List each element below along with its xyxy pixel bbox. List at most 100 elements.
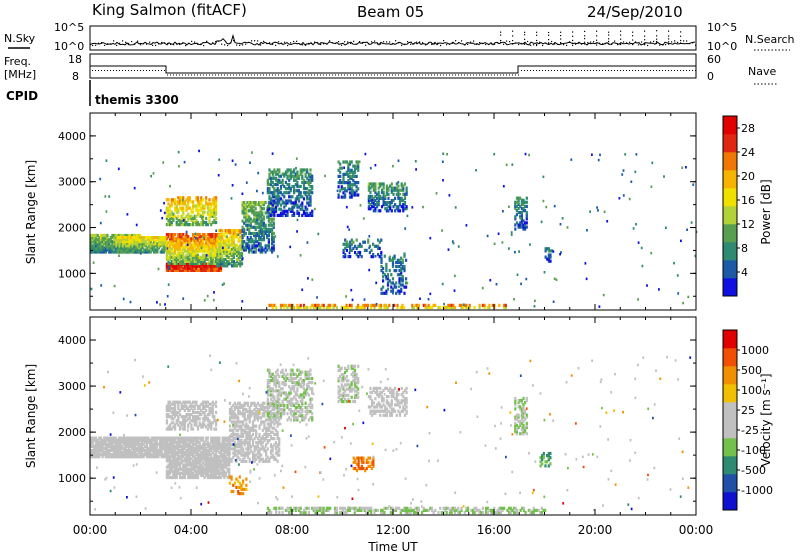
range-gate-cell — [170, 243, 173, 247]
range-gate-cell — [91, 246, 94, 250]
range-gate-cell — [175, 475, 178, 480]
range-gate-cell — [301, 207, 304, 211]
range-gate-cell — [235, 420, 238, 424]
range-gate-cell — [307, 189, 310, 193]
range-gate-cell — [117, 233, 121, 238]
range-gate-cell — [368, 246, 371, 250]
range-gate-cell — [127, 455, 130, 459]
nave-point — [473, 74, 474, 76]
nsearch-point — [164, 42, 166, 44]
range-gate-cell — [203, 400, 206, 404]
range-gate-cell — [130, 238, 133, 242]
range-gate-cell — [271, 236, 274, 240]
range-gate-cell — [156, 246, 159, 250]
range-gate-cell — [325, 305, 328, 310]
range-gate-cell — [208, 419, 211, 423]
range-gate-cell — [211, 436, 214, 440]
nsearch-point — [665, 44, 667, 46]
range-gate-cell — [390, 273, 393, 277]
range-gate-cell — [165, 404, 168, 408]
range-gate-cell — [177, 208, 180, 212]
range-gate-cell — [307, 182, 310, 187]
nave-point — [311, 74, 312, 76]
range-gate-cell — [249, 240, 252, 244]
range-gate-cell — [170, 463, 173, 467]
range-gate-cell — [271, 195, 274, 199]
range-gate-cell — [243, 215, 246, 219]
range-gate-cell — [163, 444, 167, 448]
range-gate-cell — [153, 242, 156, 246]
range-gate-cell — [516, 273, 519, 276]
range-gate-cell — [389, 255, 391, 259]
range-gate-cell — [215, 245, 218, 249]
range-gate-cell — [606, 220, 609, 223]
range-gate-cell — [395, 207, 398, 211]
range-gate-cell — [215, 220, 218, 225]
range-gate-cell — [686, 228, 688, 231]
range-gate-cell — [230, 412, 233, 416]
nsearch-point — [134, 43, 136, 45]
range-gate-cell — [358, 253, 362, 257]
range-gate-cell — [281, 178, 284, 182]
range-gate-cell — [178, 196, 182, 200]
range-gate-cell — [196, 223, 200, 227]
range-gate-cell — [271, 176, 274, 180]
range-gate-cell — [195, 444, 198, 448]
range-gate-cell — [142, 446, 145, 451]
range-gate-cell — [372, 203, 375, 207]
range-gate-cell — [215, 400, 218, 404]
nave-point — [146, 70, 147, 71]
range-gate-cell — [210, 251, 213, 255]
range-gate-cell — [385, 188, 388, 192]
range-gate-cell — [193, 459, 196, 463]
range-gate-cell — [201, 206, 205, 210]
range-gate-cell — [99, 233, 102, 238]
range-gate-cell — [391, 264, 395, 269]
range-gate-cell — [278, 213, 281, 217]
range-gate-cell — [141, 238, 144, 242]
range-gate-cell — [401, 277, 404, 281]
nave-point — [461, 74, 462, 76]
range-gate-cell — [284, 203, 287, 207]
range-gate-cell — [180, 446, 183, 451]
range-gate-cell — [192, 400, 195, 404]
range-gate-cell — [158, 444, 162, 448]
range-gate-cell — [203, 249, 206, 253]
range-gate-cell — [167, 427, 170, 431]
range-gate-cell — [201, 220, 205, 225]
range-gate-cell — [98, 246, 101, 250]
range-gate-cell — [124, 455, 127, 459]
range-gate-cell — [445, 305, 448, 310]
range-gate-cell — [180, 259, 183, 263]
range-gate-cell — [350, 195, 353, 199]
range-gate-cell — [190, 266, 193, 270]
range-gate-cell — [239, 253, 242, 258]
range-gate-cell — [437, 305, 440, 310]
range-gate-cell — [296, 303, 299, 307]
range-gate-cell — [398, 264, 401, 269]
range-gate-cell — [174, 459, 177, 463]
range-gate-cell — [195, 198, 198, 202]
range-gate-cell — [353, 181, 357, 185]
range-gate-cell — [232, 412, 235, 416]
range-gate-cell — [121, 238, 124, 242]
range-gate-cell — [149, 444, 152, 448]
range-gate-cell — [288, 178, 291, 182]
range-gate-cell — [522, 219, 525, 223]
range-gate-cell — [402, 209, 405, 213]
nsearch-spike — [500, 39, 502, 42]
range-gate-cell — [109, 442, 112, 446]
nave-point — [233, 74, 234, 76]
range-gate-cell — [198, 455, 201, 459]
range-gate-cell — [442, 152, 445, 155]
range-gate-cell — [157, 448, 160, 453]
range-gate-cell — [392, 164, 394, 168]
range-gate-cell — [293, 213, 296, 217]
range-gate-cell — [231, 241, 234, 245]
range-gate-cell — [348, 303, 351, 307]
nsearch-point — [359, 41, 361, 43]
range-gate-cell — [450, 305, 453, 310]
range-gate-cell — [210, 241, 213, 245]
range-gate-cell — [382, 190, 385, 194]
range-gate-cell — [357, 181, 360, 185]
